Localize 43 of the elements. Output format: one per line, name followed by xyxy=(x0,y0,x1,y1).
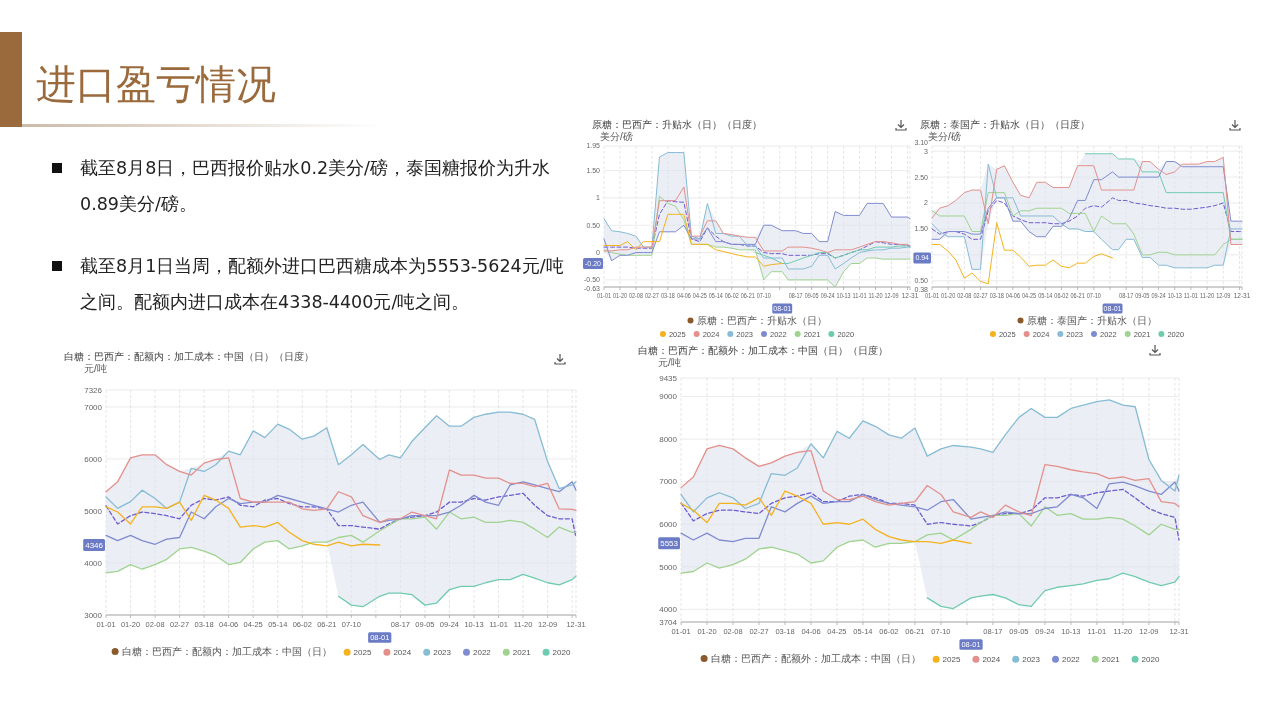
chart-title: 原糖：泰国产：升贴水（日）（日度） xyxy=(920,119,1090,130)
legend-title: 白糖：巴西产：配额内：加工成本：中国（日） xyxy=(121,646,332,657)
annotation: 5553 xyxy=(660,539,679,549)
legend-label: 2021 xyxy=(512,648,532,657)
y-tick-label: 4000 xyxy=(84,558,103,568)
y-tick-label: 3704 xyxy=(659,617,678,627)
y-axis-title: 美分/磅 xyxy=(600,131,633,142)
y-tick-label: 7000 xyxy=(659,477,678,487)
legend-label: 2025 xyxy=(942,655,961,664)
y-axis-title: 元/吨 xyxy=(658,357,681,368)
y-tick-label: 3000 xyxy=(84,610,103,620)
legend-title: 原糖：巴西产：升贴水（日） xyxy=(696,315,827,326)
y-tick-label: 5000 xyxy=(659,562,678,572)
legend-label: 2020 xyxy=(552,648,571,657)
chart-title: 白糖：巴西产：配额外：加工成本：中国（日）（日度） xyxy=(638,345,888,356)
legend-label: 2023 xyxy=(1022,655,1041,664)
annotation: 4346 xyxy=(85,540,104,550)
y-tick-label: 5000 xyxy=(84,506,103,516)
legend-label: 2023 xyxy=(433,648,452,657)
y-tick-label: 7000 xyxy=(84,402,103,412)
legend-title: 原糖：泰国产：升贴水（日） xyxy=(1026,315,1157,326)
legend-label: 2022 xyxy=(473,648,492,657)
y-tick-label: 6000 xyxy=(84,454,103,464)
legend-label: 2022 xyxy=(1062,655,1081,664)
text: 截至8月8日，巴西报价贴水0.2美分/磅，泰国糖报价为升水0.89美分/磅。 xyxy=(80,158,550,214)
legend-label: 2024 xyxy=(982,655,1001,664)
legend-label: 2020 xyxy=(1141,655,1160,664)
chart-title: 原糖：巴西产：升贴水（日）（日度） xyxy=(592,119,762,130)
y-tick-label: 7326 xyxy=(84,385,103,395)
text: 截至8月1日当周，配额外进口巴西糖成本为5553-5624元/吨之间。配额内进口成本在4338-4400元/吨之间。 xyxy=(80,256,564,312)
y-axis-title: 元/吨 xyxy=(84,363,107,374)
y-axis-title: 美分/磅 xyxy=(928,131,961,142)
y-tick-label: 9000 xyxy=(659,392,678,402)
legend-label: 2024 xyxy=(393,648,412,657)
legend-title: 白糖：巴西产：配额外：加工成本：中国（日） xyxy=(710,653,921,664)
chart-title: 白糖：巴西产：配额内：加工成本：中国（日）（日度） xyxy=(64,351,314,362)
y-tick-label: 4000 xyxy=(659,605,678,615)
y-tick-label: 9435 xyxy=(659,373,678,383)
y-tick-label: 8000 xyxy=(659,434,678,444)
y-tick-label: 6000 xyxy=(659,520,678,530)
legend-label: 2021 xyxy=(1101,655,1121,664)
legend-label: 2025 xyxy=(353,648,372,657)
text: 进口盈亏情况 xyxy=(36,60,276,108)
